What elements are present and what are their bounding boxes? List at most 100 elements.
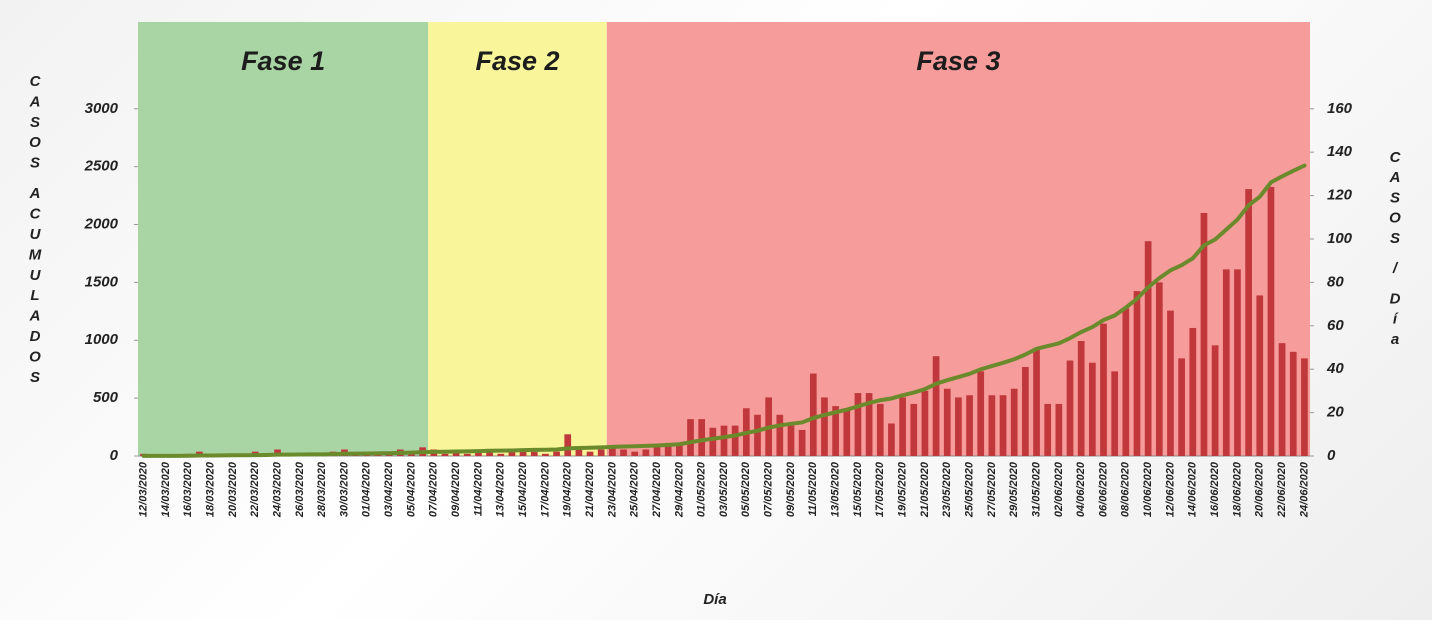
y2-tick-label: 40 (1326, 360, 1344, 377)
y2-tick-label: 120 (1327, 187, 1353, 204)
x-tick-label: 30/03/2020 (338, 461, 350, 517)
x-tick-label: 13/05/2020 (830, 461, 842, 517)
bar (1278, 343, 1286, 456)
bar (597, 449, 605, 456)
bar (876, 403, 884, 456)
x-tick-label: 27/04/2020 (651, 461, 663, 518)
bar (1100, 323, 1107, 456)
y2-tick-label: 0 (1327, 447, 1336, 464)
mark-layer: 0 500 1000 1500 2000 2500 3000 0 20 40 60 80 100 120 1… (84, 100, 1353, 518)
x-tick-label: 25/04/2020 (629, 461, 641, 518)
x-tick-label: 13/04/2020 (495, 461, 507, 517)
y-tick-label: 2000 (84, 216, 119, 233)
bar (1022, 367, 1029, 456)
bar (553, 451, 560, 456)
x-tick-label: 10/06/2020 (1142, 461, 1154, 517)
bar (1200, 212, 1208, 456)
y2-tick-label: 60 (1327, 317, 1344, 334)
bar (653, 447, 661, 456)
bar (731, 425, 739, 456)
x-tick-label: 08/06/2020 (1120, 461, 1132, 517)
x-tick-label: 22/06/2020 (1276, 461, 1288, 518)
x-tick-label: 06/06/2020 (1097, 461, 1109, 517)
bar (441, 453, 449, 456)
bar (943, 388, 951, 456)
line (141, 163, 1307, 458)
y2-tick-label: 80 (1327, 273, 1344, 290)
bar (1178, 358, 1185, 456)
bar (1144, 241, 1152, 456)
x-tick-label: 17/04/2020 (539, 461, 551, 517)
bar (642, 449, 650, 456)
x-tick-label: 24/06/2020 (1298, 461, 1310, 518)
x-tick-label: 16/06/2020 (1209, 461, 1221, 517)
x-tick-label: 29/05/2020 (1008, 461, 1020, 518)
x-tick-label: 18/06/2020 (1231, 461, 1243, 517)
x-tick-label: 27/05/2020 (986, 461, 998, 518)
bar (1267, 186, 1275, 457)
bar (899, 397, 906, 456)
x-tick-label: 31/05/2020 (1030, 461, 1042, 517)
x-tick-label: 03/05/2020 (718, 461, 730, 517)
x-tick-label: 02/06/2020 (1053, 461, 1065, 517)
bar (787, 425, 795, 456)
x-tick-label: 01/05/2020 (696, 461, 708, 517)
bar (1133, 291, 1141, 456)
bar (999, 395, 1007, 456)
bar (564, 434, 572, 456)
bar (586, 451, 594, 456)
x-tick-label: 28/03/2020 (316, 461, 328, 518)
y-tick-label: 1000 (85, 331, 119, 348)
x-tick-label: 15/04/2020 (517, 461, 529, 517)
bar (1122, 308, 1130, 456)
x-tick-label: 25/05/2020 (963, 461, 975, 518)
y2-tick-label: 140 (1327, 143, 1353, 160)
bar (977, 371, 985, 456)
x-tick-label: 21/05/2020 (919, 461, 931, 518)
bar (519, 449, 527, 456)
x-tick-label: 07/04/2020 (428, 461, 440, 517)
x-tick-label: 03/04/2020 (383, 461, 395, 517)
bar (821, 397, 828, 456)
y-tick-label: 1500 (85, 273, 119, 290)
y2-tick-label: 20 (1326, 404, 1344, 421)
x-tick-label: 22/03/2020 (249, 461, 261, 518)
x-tick-label: 24/03/2020 (271, 461, 283, 518)
bar (1222, 269, 1230, 456)
bar (809, 373, 817, 456)
bar (865, 393, 873, 456)
bar (1044, 403, 1052, 456)
bar (709, 427, 717, 456)
phase-label: Fase 2 (475, 46, 559, 76)
bar (1010, 388, 1018, 456)
x-tick-label: 19/04/2020 (562, 461, 574, 517)
x-tick-label: 07/05/2020 (763, 461, 775, 517)
bar (932, 356, 940, 456)
x-tick-label: 23/04/2020 (606, 461, 618, 518)
bar (854, 393, 862, 456)
x-tick-label: 14/03/2020 (160, 461, 172, 517)
bar (497, 453, 505, 456)
bar (955, 397, 962, 456)
bar (676, 442, 683, 456)
bar (508, 451, 516, 456)
x-tick-label: 05/05/2020 (740, 461, 752, 517)
phase-band (428, 22, 607, 456)
x-tick-label: 15/05/2020 (852, 461, 864, 517)
bar (542, 453, 549, 456)
bar (776, 414, 784, 456)
bar (1088, 362, 1096, 456)
x-tick-label: 29/04/2020 (673, 461, 685, 518)
bar (664, 445, 672, 456)
bar (843, 408, 851, 456)
x-tick-label: 14/06/2020 (1187, 461, 1199, 517)
y-tick-label: 500 (93, 389, 119, 406)
x-axis-title: Día (703, 591, 726, 608)
bar (1155, 282, 1163, 456)
bar (475, 451, 482, 456)
bar (798, 429, 806, 456)
bar (720, 425, 728, 456)
y-tick-label: 0 (110, 447, 119, 464)
x-tick-label: 09/05/2020 (785, 461, 797, 517)
